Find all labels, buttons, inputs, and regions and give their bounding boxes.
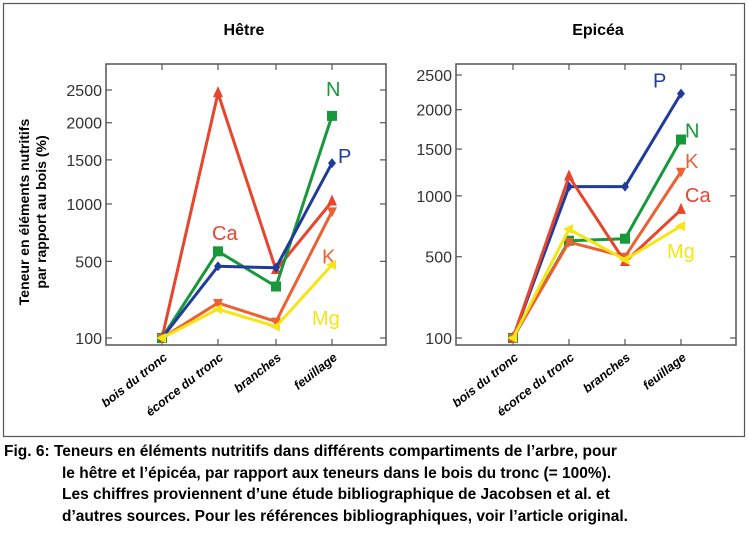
data-point xyxy=(272,262,280,273)
series-line xyxy=(161,263,334,340)
data-point xyxy=(619,254,629,265)
series-label: N xyxy=(326,79,340,101)
series-label: Mg xyxy=(312,308,340,330)
x-tick-label: feuillage xyxy=(291,350,340,392)
chart-title: Hêtre xyxy=(224,22,265,39)
caption-line-3: Les chiffres proviennent d’une étude bib… xyxy=(62,486,610,503)
series-line xyxy=(511,92,683,339)
y-tick-label: 500 xyxy=(75,254,102,271)
y-tick-label: 2000 xyxy=(416,103,452,120)
data-point xyxy=(620,233,630,244)
data-point xyxy=(271,281,281,292)
series-line xyxy=(511,138,683,339)
series-label: P xyxy=(653,71,666,93)
series-line xyxy=(161,210,334,340)
series-line xyxy=(511,174,683,339)
caption-line-2: le hêtre et l’épicéa, par rapport aux te… xyxy=(62,464,612,482)
series-label: Ca xyxy=(212,223,238,245)
y-tick-label: 1000 xyxy=(66,197,102,214)
data-point xyxy=(326,259,336,270)
x-tick-label: branches xyxy=(231,350,283,395)
figure: Teneur en éléments nutritifs par rapport… xyxy=(2,2,746,438)
data-point xyxy=(214,261,222,272)
data-point xyxy=(213,86,223,98)
y-tick-label: 1000 xyxy=(416,189,452,206)
data-point xyxy=(270,321,280,332)
series-ca: Ca xyxy=(157,86,337,342)
data-point xyxy=(213,298,223,309)
data-point xyxy=(564,169,574,181)
y-tick-label: 1500 xyxy=(416,142,452,159)
series-line xyxy=(160,115,334,339)
data-point xyxy=(676,202,686,214)
y-tick-label: 2000 xyxy=(66,116,102,133)
series-line xyxy=(160,162,334,339)
y-axis-label-line1: Teneur en éléments nutritifs xyxy=(16,119,32,306)
plot-frame xyxy=(105,63,387,346)
data-point xyxy=(327,207,337,218)
x-tick-label: branches xyxy=(580,350,632,395)
y-tick-label: 100 xyxy=(75,331,102,348)
data-point xyxy=(327,194,337,206)
series-label: N xyxy=(685,121,699,143)
data-point xyxy=(676,134,686,145)
data-point xyxy=(621,181,629,192)
data-point xyxy=(271,317,281,328)
y-tick-label: 500 xyxy=(425,250,452,267)
data-point xyxy=(675,221,685,232)
caption-line-1: Fig. 6: Teneurs en éléments nutritifs da… xyxy=(4,443,617,460)
y-tick-label: 2500 xyxy=(416,68,452,85)
y-tick-label: 100 xyxy=(425,331,452,348)
x-tick-label: feuillage xyxy=(640,350,689,392)
series-p: P xyxy=(158,146,351,343)
series-mg: Mg xyxy=(507,221,695,343)
plot-frame xyxy=(455,63,737,346)
figure-frame xyxy=(2,2,746,438)
series-label: Ca xyxy=(685,185,711,207)
data-point xyxy=(328,158,336,169)
data-point xyxy=(156,333,166,343)
data-point xyxy=(212,304,222,315)
data-point xyxy=(676,167,686,178)
y-axis-label-line2: par rapport au bois (%) xyxy=(33,135,49,288)
y-tick-label: 2500 xyxy=(66,83,102,100)
series-line xyxy=(511,224,682,339)
y-tick-label: 1500 xyxy=(66,153,102,170)
chart-title: Epicéa xyxy=(572,22,624,39)
caption-line-4: d’autres sources. Pour les références bi… xyxy=(62,507,628,525)
series-n: N xyxy=(157,79,340,343)
series-line xyxy=(511,170,683,339)
figure-caption: Fig. 6: Teneurs en éléments nutritifs da… xyxy=(4,441,744,527)
data-point xyxy=(507,333,517,343)
series-label: K xyxy=(685,151,699,173)
data-point xyxy=(564,238,574,249)
data-point xyxy=(563,224,573,235)
series-label: Mg xyxy=(667,241,695,263)
series-mg: Mg xyxy=(156,259,340,343)
data-point xyxy=(327,110,337,121)
data-point xyxy=(213,246,223,257)
series-line xyxy=(160,91,334,339)
series-label: P xyxy=(338,146,351,168)
data-point xyxy=(677,88,685,99)
